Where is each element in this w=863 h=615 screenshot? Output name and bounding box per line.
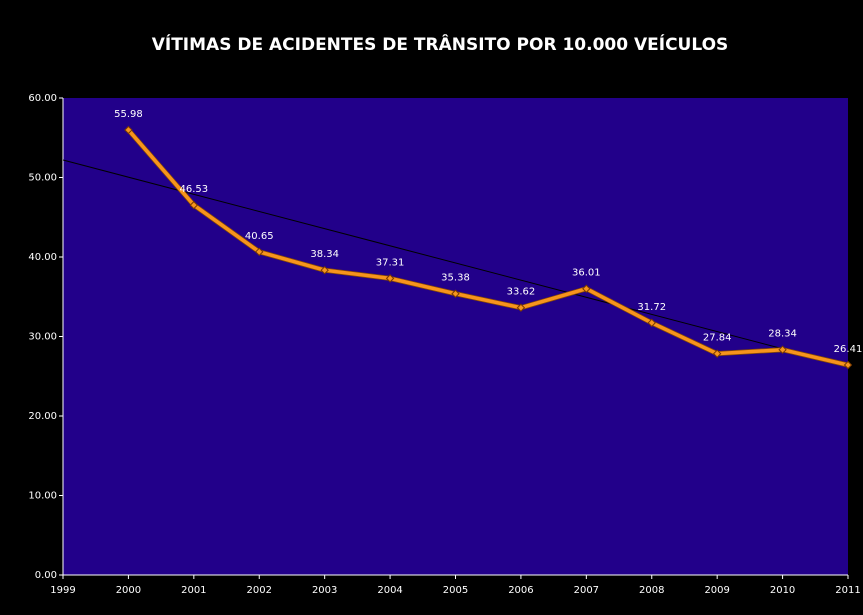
data-label: 36.01 — [572, 268, 601, 279]
chart-title: VÍTIMAS DE ACIDENTES DE TRÂNSITO POR 10.… — [152, 33, 729, 55]
point-marker — [124, 125, 133, 135]
data-label: 26.41 — [834, 344, 863, 355]
x-tick-label: 2000 — [116, 585, 141, 596]
point-marker — [385, 274, 395, 283]
point-marker — [843, 360, 853, 370]
data-label: 37.31 — [376, 257, 405, 268]
plot-area — [63, 98, 848, 575]
y-tick-label: 20.00 — [28, 411, 57, 422]
data-label: 46.53 — [180, 184, 209, 195]
trendline — [62, 159, 849, 367]
data-label: 38.34 — [310, 249, 339, 260]
data-label: 33.62 — [507, 287, 536, 298]
point-marker — [320, 265, 329, 275]
x-tick-label: 2005 — [443, 585, 468, 596]
x-tick-label: 2002 — [247, 585, 272, 596]
x-tick-label: 2007 — [574, 585, 599, 596]
y-tick-label: 60.00 — [28, 93, 57, 104]
point-marker — [712, 349, 722, 358]
data-label: 55.98 — [114, 109, 143, 120]
point-marker — [451, 289, 460, 298]
x-tick-label: 2001 — [181, 585, 206, 596]
x-tick-label: 2011 — [835, 585, 860, 596]
y-tick-label: 10.00 — [28, 491, 57, 502]
series-line — [127, 128, 849, 367]
x-tick-label: 2003 — [312, 585, 337, 596]
data-label: 31.72 — [637, 302, 666, 313]
data-label: 28.34 — [768, 329, 797, 340]
y-tick-label: 0.00 — [35, 570, 57, 581]
point-marker — [778, 345, 787, 354]
data-label: 27.84 — [703, 333, 732, 344]
point-marker — [582, 284, 591, 293]
point-marker — [255, 247, 264, 257]
x-tick-label: 2010 — [770, 585, 795, 596]
x-tick-label: 2006 — [508, 585, 533, 596]
y-tick-label: 30.00 — [28, 332, 57, 343]
y-tick-label: 40.00 — [28, 252, 57, 263]
data-label: 35.38 — [441, 273, 470, 284]
y-tick-label: 50.00 — [28, 173, 57, 184]
point-marker — [647, 318, 656, 328]
data-label: 40.65 — [245, 231, 274, 242]
x-tick-label: 2009 — [704, 585, 729, 596]
x-tick-label: 2004 — [377, 585, 402, 596]
point-marker — [189, 200, 199, 210]
point-marker — [516, 303, 526, 312]
x-tick-label: 2008 — [639, 585, 664, 596]
x-tick-label: 1999 — [50, 585, 75, 596]
